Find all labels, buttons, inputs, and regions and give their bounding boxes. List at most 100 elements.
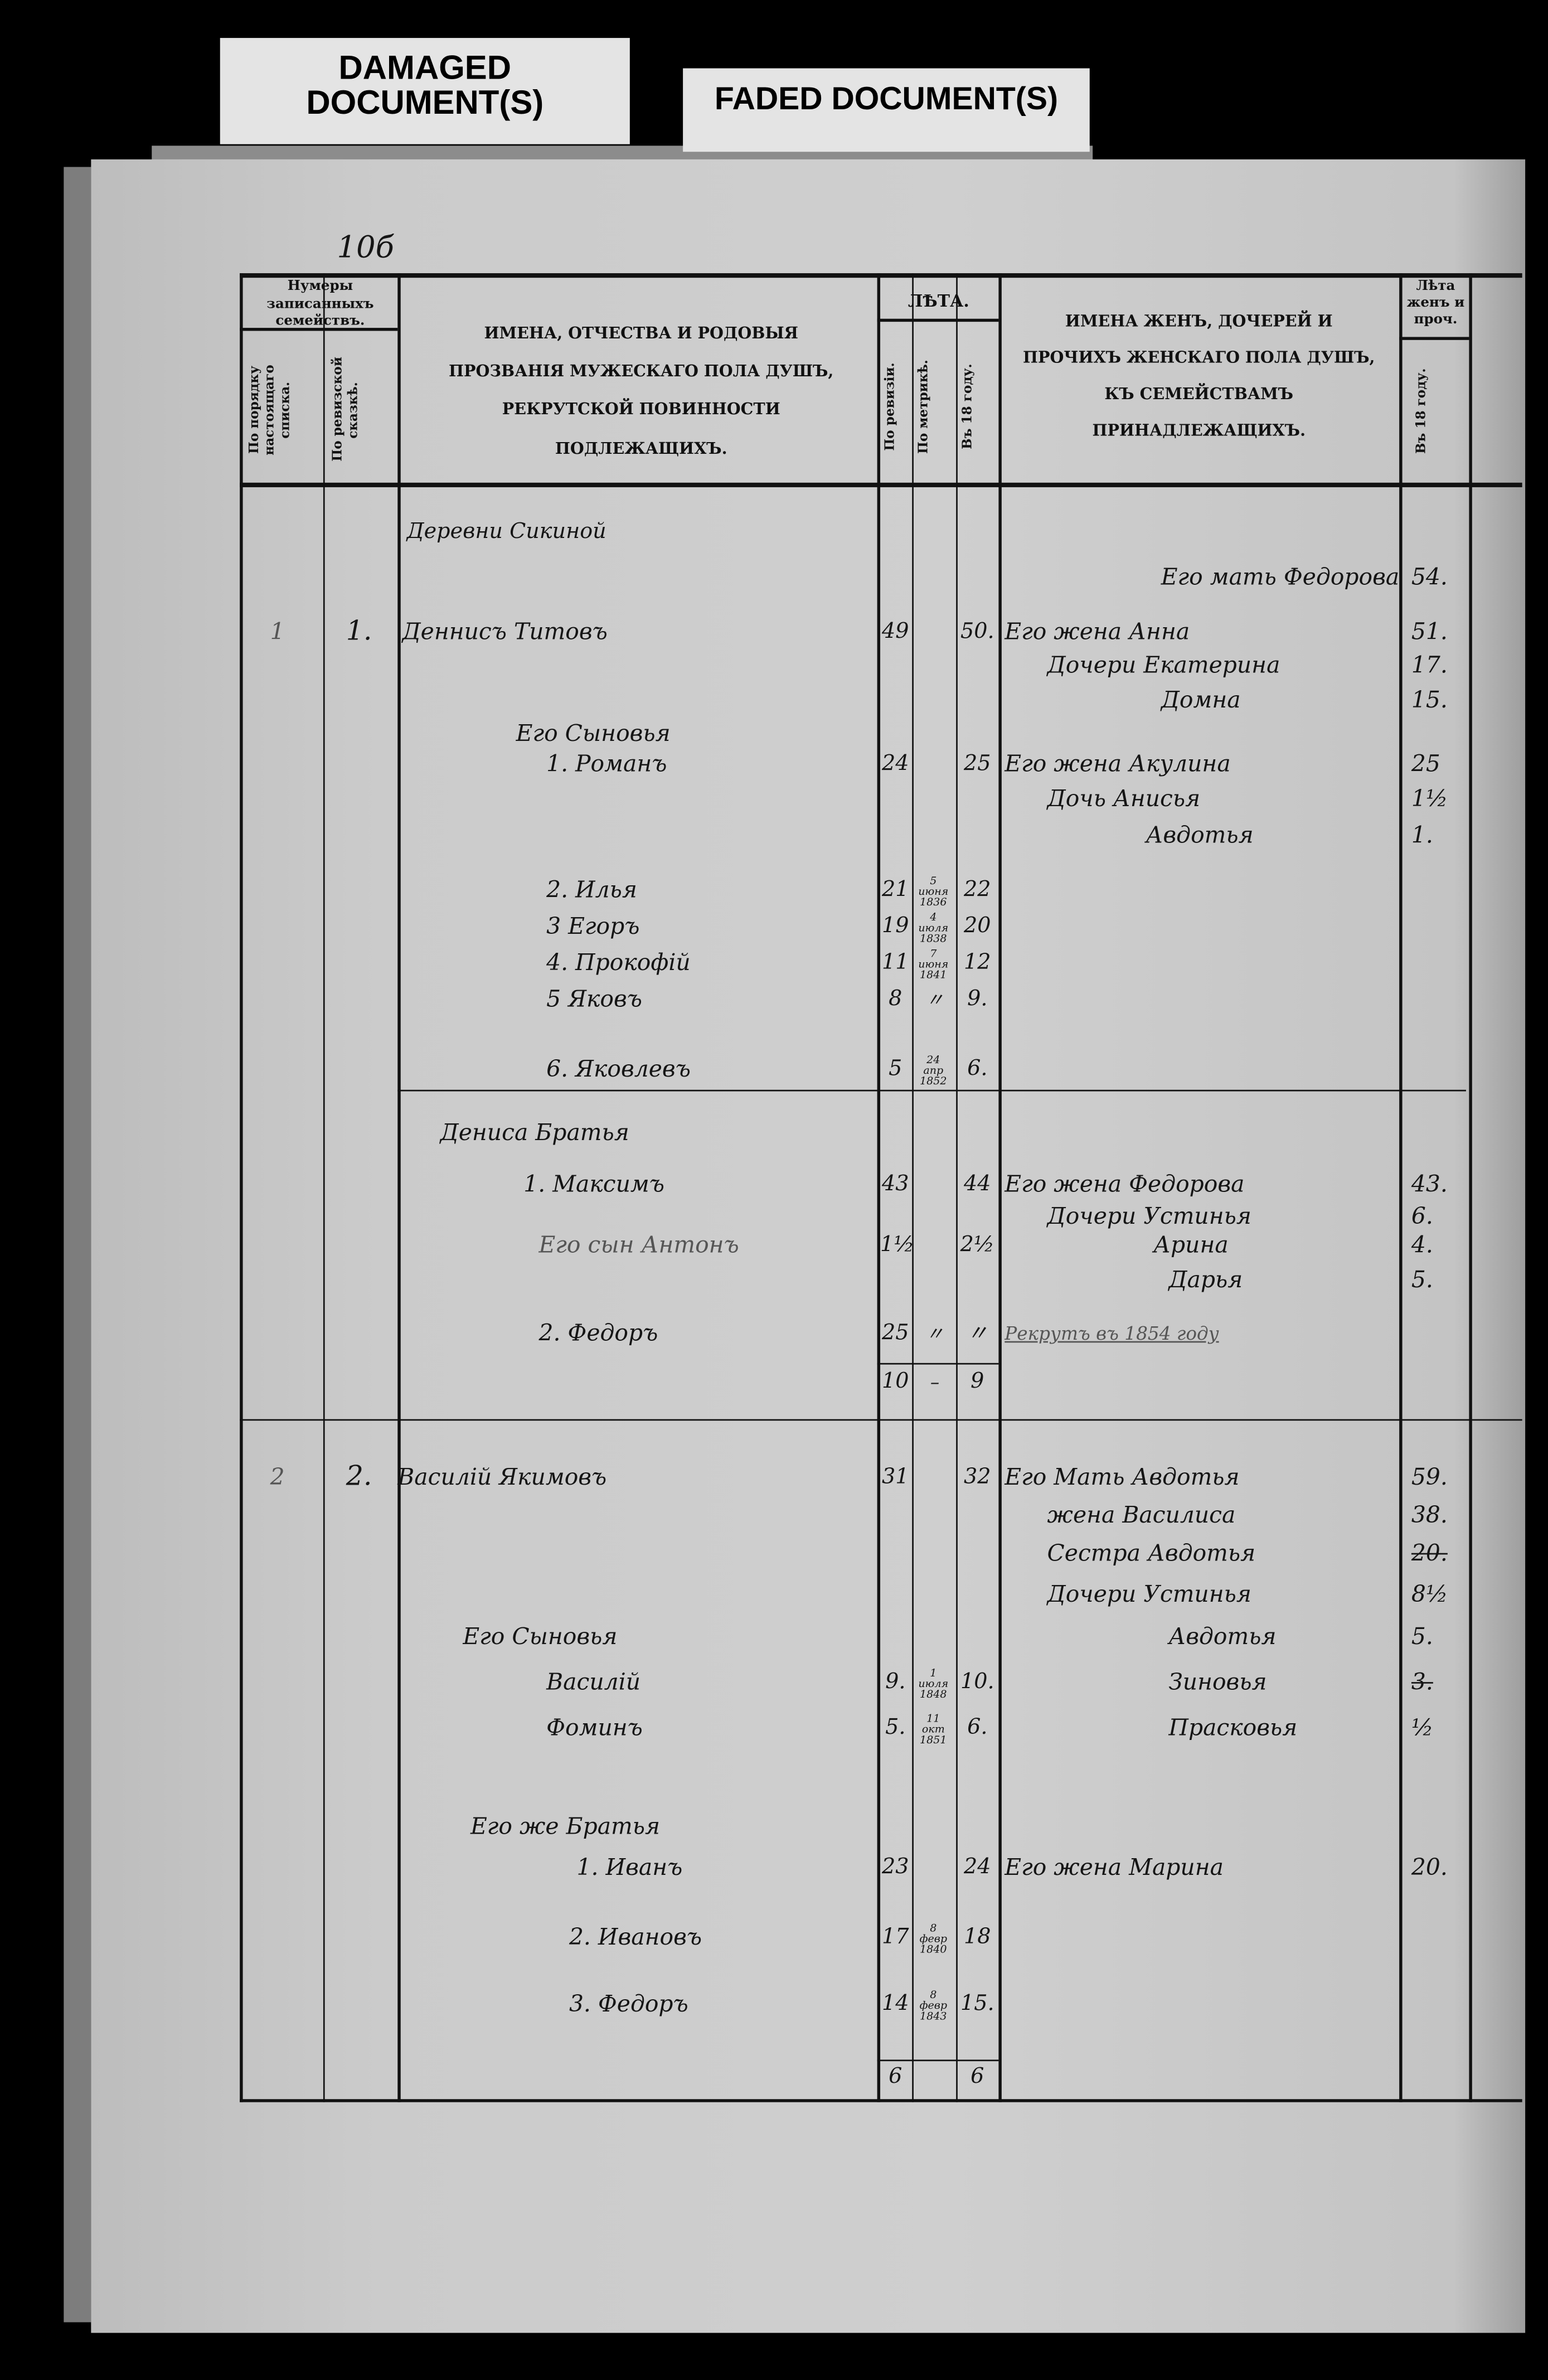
header-ages: ЛѢТА. [908, 291, 969, 312]
female-age: 25 [1411, 750, 1440, 778]
table-rule [397, 273, 401, 2102]
birth-date-metrics: 〃 [925, 1323, 944, 1345]
table-rule [240, 273, 1522, 278]
table-rule [912, 273, 914, 2102]
female-age: 3. [1411, 1668, 1433, 1696]
table-rule [1399, 273, 1403, 2102]
female-age: 1. [1411, 821, 1433, 849]
header-in-18-year: Въ 18 году. [960, 363, 976, 450]
female-age: 43. [1411, 1170, 1448, 1198]
table-rule [877, 2059, 999, 2062]
birth-date-metrics: – [930, 1371, 940, 1393]
age-by-revision: 8 [889, 987, 902, 1012]
female-name: Дочери Устинья [1047, 1202, 1251, 1230]
birth-date-metrics: 8 февр 1840 [919, 1922, 948, 1956]
table-rule [998, 273, 1002, 2102]
female-name: Прасковья [1168, 1714, 1298, 1742]
female-name: Домна [1161, 686, 1241, 714]
table-rule [1399, 337, 1469, 340]
header-female-names: ИМЕНА ЖЕНЪ, ДОЧЕРЕЙ И ПРОЧИХЪ ЖЕНСКАГО П… [1023, 312, 1375, 441]
female-age: 1½ [1411, 785, 1448, 813]
female-name: жена Василиса [1047, 1501, 1236, 1529]
table-rule [240, 273, 243, 2102]
table-rule [240, 1419, 1522, 1421]
male-name: 2. Ивановъ [569, 1923, 702, 1951]
header-by-revision-tale: По ревизской сказкѣ. [331, 357, 362, 462]
birth-date-metrics: 7 июня 1841 [918, 948, 949, 982]
age-by-revision: 5. [885, 1715, 906, 1741]
female-name: Его жена Федорова [1004, 1170, 1245, 1198]
female-age: 5. [1411, 1266, 1433, 1294]
female-name: Дочери Устинья [1047, 1580, 1251, 1608]
birth-date-metrics: 24 апр 1852 [920, 1054, 947, 1088]
male-name: Его сын Антонъ [538, 1231, 739, 1259]
age-by-revision: 19 [881, 914, 909, 939]
age-in-18-year: 24 [964, 1855, 991, 1880]
table-rule [240, 328, 398, 331]
birth-date-metrics: 1 июля 1848 [918, 1667, 949, 1701]
female-age: 51. [1411, 618, 1448, 646]
birth-date-metrics: 〃 [925, 989, 944, 1011]
age-in-18-year: 9. [967, 987, 988, 1012]
male-name: Деревни Сикиной [406, 520, 606, 544]
age-by-revision: 17 [881, 1925, 909, 1950]
male-name: Его же Братья [470, 1812, 661, 1840]
table-rule [323, 273, 325, 2102]
age-by-revision: 5 [889, 1056, 902, 1082]
female-age: 20. [1411, 1539, 1448, 1567]
age-by-revision: 49 [881, 619, 909, 644]
male-name: 5 Яковъ [546, 985, 643, 1013]
female-name: Авдотья [1168, 1622, 1277, 1650]
female-name: Зиновья [1168, 1668, 1267, 1696]
female-name: Дочь Анисья [1047, 785, 1201, 813]
male-name: Его Сыновья [516, 720, 671, 748]
age-in-18-year: 6. [967, 1056, 988, 1082]
birth-date-metrics: 11 окт 1851 [920, 1713, 947, 1747]
age-by-revision: 24 [881, 752, 909, 777]
age-by-revision: 31 [881, 1465, 909, 1490]
age-by-revision: 11 [881, 951, 909, 975]
age-by-revision: 25 [881, 1321, 909, 1346]
male-name: Василій [546, 1668, 641, 1696]
page-number: 10б [337, 229, 394, 265]
age-in-18-year: 9 [970, 1369, 984, 1394]
age-by-revision: 6 [889, 2064, 902, 2090]
female-age: ½ [1411, 1714, 1434, 1742]
document-page [91, 159, 1526, 2333]
age-in-18-year: 15. [960, 1992, 994, 2017]
female-name: Дарья [1168, 1266, 1243, 1294]
female-name: Его мать Федорова [1161, 563, 1400, 591]
female-age: 17. [1411, 651, 1448, 679]
male-name: Фоминъ [546, 1714, 643, 1742]
female-age: 38. [1411, 1501, 1448, 1529]
header-by-revision: По ревизіи. [883, 362, 899, 451]
age-by-revision: 10 [881, 1369, 909, 1394]
table-rule [877, 318, 999, 321]
age-by-revision: 23 [881, 1855, 909, 1880]
male-name: Его Сыновья [463, 1622, 618, 1650]
female-age: 15. [1411, 686, 1448, 714]
male-name: 2. Илья [546, 876, 637, 904]
female-age: 4. [1411, 1231, 1433, 1259]
age-in-18-year: 44 [964, 1172, 991, 1197]
faded-document-tag: FADED DOCUMENT(S) [683, 68, 1090, 152]
male-name: Деннисъ Титовъ [402, 618, 608, 646]
male-name: 1. Иванъ [576, 1853, 683, 1881]
female-name: Его жена Акулина [1004, 750, 1231, 778]
female-age: 20. [1411, 1853, 1448, 1881]
age-by-revision: 1½ [880, 1233, 915, 1258]
male-name: Василій Якимовъ [397, 1463, 607, 1491]
family-number-current: 1 [270, 618, 285, 646]
table-rule [240, 482, 1522, 487]
female-age: 54. [1411, 563, 1448, 591]
female-age: 5. [1411, 1622, 1433, 1650]
female-name: Дочери Екатерина [1047, 651, 1280, 679]
age-in-18-year: 50. [960, 619, 994, 644]
birth-date-metrics: 4 июля 1838 [918, 911, 949, 945]
age-by-revision: 21 [881, 878, 909, 903]
female-name: Арина [1153, 1231, 1229, 1259]
age-by-revision: 14 [881, 1992, 909, 2017]
age-by-revision: 43 [881, 1172, 909, 1197]
female-name: Рекрутъ въ 1854 году [1004, 1322, 1219, 1345]
table-rule [877, 273, 881, 2102]
